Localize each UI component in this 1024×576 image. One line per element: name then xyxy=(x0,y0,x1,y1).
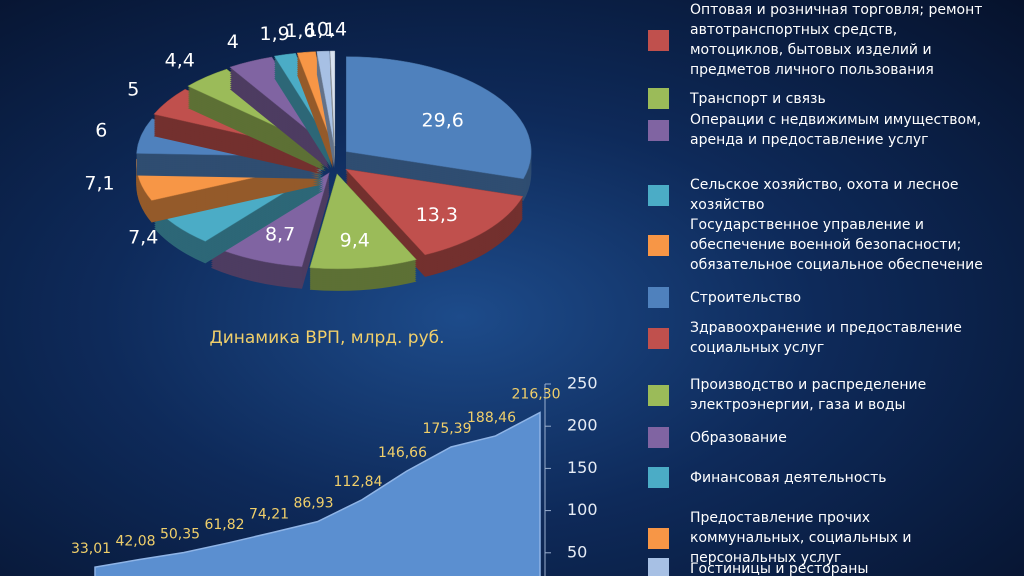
data-label: 5 xyxy=(127,78,139,100)
legend-label: Образование xyxy=(690,429,787,446)
legend-item: Предоставление прочих коммунальных, соци… xyxy=(648,508,988,568)
slice-side xyxy=(297,71,333,167)
y-tick-label: 200 xyxy=(567,416,598,435)
legend-swatch xyxy=(648,29,669,51)
legend-item: Государственное управление и обеспечение… xyxy=(648,215,988,275)
slice-top xyxy=(344,168,524,256)
data-label: 9,4 xyxy=(340,229,370,251)
legend-label: Операции с недвижимым имуществом, аренда… xyxy=(690,112,982,148)
slice-side xyxy=(297,69,333,165)
legend-label: Гостиницы и рестораны xyxy=(690,560,869,576)
slice-side xyxy=(297,65,333,161)
legend-label: Производство и распределение электроэнер… xyxy=(690,377,927,413)
chart-title: Динамика ВРП, млрд. руб. xyxy=(209,328,444,348)
legend-item: Здравоохранение и предоставление социаль… xyxy=(648,318,988,358)
slice-side xyxy=(297,55,333,151)
legend-item: Финансовая деятельность xyxy=(648,467,988,488)
legend-swatch xyxy=(648,327,669,349)
pie-slice xyxy=(273,52,332,169)
data-label: 4,4 xyxy=(165,50,195,72)
legend-item: Оптовая и розничная торговля; ремонт авт… xyxy=(648,0,988,80)
legend-item: Производство и распределение электроэнер… xyxy=(648,375,988,415)
data-label: 1,6 xyxy=(285,20,315,42)
slice-side xyxy=(297,63,333,159)
slice-side xyxy=(297,67,333,163)
slice-top xyxy=(316,50,335,147)
y-tick-label: 250 xyxy=(567,374,598,393)
legend-item: Сельское хозяйство, охота и лесное хозяй… xyxy=(648,175,988,215)
data-label: 7,4 xyxy=(128,226,158,248)
legend-label: Предоставление прочих коммунальных, соци… xyxy=(690,510,912,566)
legend-label: Транспорт и связь xyxy=(690,90,826,107)
legend-swatch xyxy=(648,287,669,308)
pie-slice xyxy=(344,168,524,277)
y-tick-label: 50 xyxy=(567,542,587,561)
pie-slice xyxy=(345,56,532,201)
slice-top xyxy=(329,50,336,147)
legend-swatch xyxy=(648,234,669,256)
legend-swatch xyxy=(648,527,669,549)
data-label: 42,08 xyxy=(115,533,155,549)
pie-slice xyxy=(296,51,334,169)
legend-swatch xyxy=(648,384,669,406)
data-label: 50,35 xyxy=(160,527,200,543)
data-label: 61,82 xyxy=(204,517,244,533)
legend-label: Государственное управление и обеспечение… xyxy=(690,217,983,273)
legend-item: Гостиницы и рестораны xyxy=(648,558,988,576)
legend-item: Образование xyxy=(648,427,988,448)
legend-item: Строительство xyxy=(648,287,988,308)
data-label: 216,30 xyxy=(512,386,561,402)
legend-label: Сельское хозяйство, охота и лесное хозяй… xyxy=(690,177,959,213)
data-label: 7,1 xyxy=(84,173,114,195)
data-label: 1,1 xyxy=(306,19,336,41)
legend-swatch xyxy=(648,558,669,576)
slice-top xyxy=(345,56,532,180)
legend-swatch xyxy=(648,467,669,488)
pie-slice xyxy=(153,168,324,264)
pie-slice xyxy=(229,56,330,170)
data-label: 0,4 xyxy=(317,19,347,41)
slice-top xyxy=(309,173,417,270)
data-label: 112,84 xyxy=(334,474,383,490)
slice-side xyxy=(297,61,333,157)
slice-side xyxy=(297,57,333,153)
legend-label: Здравоохранение и предоставление социаль… xyxy=(690,320,962,356)
y-tick-label: 100 xyxy=(567,500,598,519)
legend-swatch xyxy=(648,184,669,206)
pie-slice xyxy=(309,173,417,291)
slice-side xyxy=(297,59,333,155)
area xyxy=(94,411,541,576)
data-label: 188,46 xyxy=(467,410,516,426)
data-label: 13,3 xyxy=(416,204,458,226)
data-label: 175,39 xyxy=(423,421,472,437)
slice-side xyxy=(297,73,333,169)
legend-label: Оптовая и розничная торговля; ремонт авт… xyxy=(690,2,983,78)
data-label: 1,9 xyxy=(259,23,289,45)
data-label: 29,6 xyxy=(422,109,464,131)
slice-side xyxy=(297,53,333,149)
y-tick-label: 150 xyxy=(567,458,598,477)
pie-slice xyxy=(329,50,336,169)
slice-top xyxy=(296,51,334,147)
legend-swatch xyxy=(648,427,669,448)
data-label: 146,66 xyxy=(378,445,427,461)
data-label: 4 xyxy=(227,31,239,53)
data-label: 86,93 xyxy=(293,496,333,512)
legend-label: Строительство xyxy=(690,289,802,306)
legend-item: Операции с недвижимым имуществом, аренда… xyxy=(648,110,988,150)
data-label: 33,01 xyxy=(71,541,111,557)
pie-slice xyxy=(316,50,335,169)
data-label: 74,21 xyxy=(249,506,289,522)
data-label: 8,7 xyxy=(265,224,295,246)
legend-label: Финансовая деятельность xyxy=(690,469,887,486)
legend-item: Транспорт и связь xyxy=(648,88,988,109)
data-label: 6 xyxy=(95,120,107,142)
legend-swatch xyxy=(648,88,669,109)
legend-swatch xyxy=(648,119,669,141)
